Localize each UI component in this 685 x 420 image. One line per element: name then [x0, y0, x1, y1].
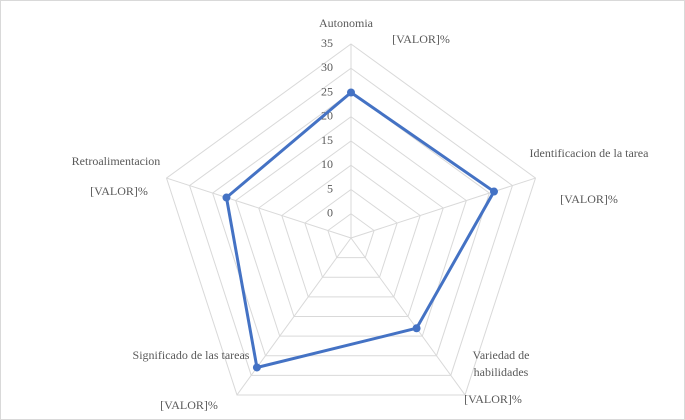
spoke: [166, 177, 352, 239]
value-label: [VALOR]%: [392, 32, 450, 46]
r-tick-label: 30: [321, 60, 333, 74]
grid-ring: [327, 213, 375, 259]
r-tick-label: 35: [321, 36, 333, 50]
spoke: [350, 237, 466, 396]
r-tick-label: 10: [321, 157, 333, 171]
grid-ring: [258, 140, 444, 317]
grid-ring: [188, 67, 514, 376]
radar-point: [222, 193, 231, 202]
category-label: Variedad de habilidades: [472, 348, 530, 379]
grid-ring: [304, 188, 398, 278]
value-label: [VALOR]%: [160, 398, 218, 412]
value-label: [VALOR]%: [560, 192, 618, 206]
value-label: [VALOR]%: [90, 184, 148, 198]
radar-point: [252, 363, 261, 372]
spoke: [350, 177, 536, 239]
category-label: Significado de las tareas: [132, 348, 250, 362]
radar-line: [224, 90, 496, 370]
category-label: Retroalimentacion: [71, 154, 161, 168]
r-tick-label: 25: [321, 84, 333, 98]
radar-point: [347, 88, 355, 97]
value-label: [VALOR]%: [464, 392, 522, 406]
grid-ring: [165, 43, 537, 396]
radar-point: [489, 187, 498, 196]
category-label: Autonomia: [319, 16, 373, 30]
grid-ring: [235, 116, 467, 337]
grid-ring: [212, 91, 490, 357]
category-label: Identificacion de la tarea: [529, 146, 649, 160]
r-tick-label: 0: [327, 206, 333, 220]
r-tick-label: 15: [321, 133, 333, 147]
grid-ring: [281, 164, 421, 298]
radar-point: [412, 324, 421, 333]
r-tick-label: 5: [327, 181, 333, 195]
